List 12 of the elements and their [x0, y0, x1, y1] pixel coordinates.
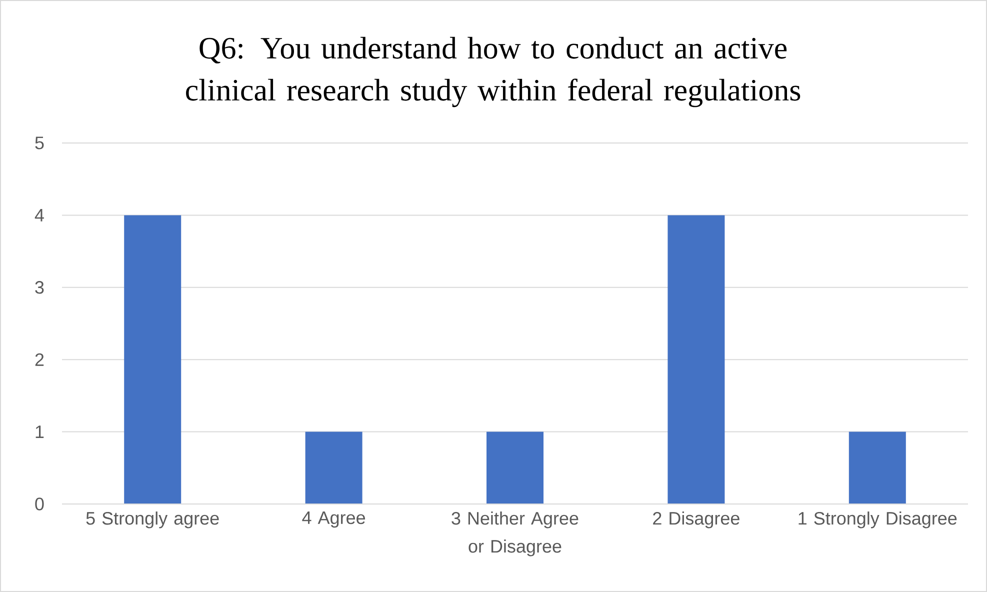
y-tick-label: 1	[36, 426, 44, 438]
y-tick-label: 0	[35, 498, 44, 510]
x-tick-label: 4 Agree	[302, 512, 366, 528]
y-tick-label: 3	[35, 281, 44, 294]
x-tick-label: 2 Disagree	[653, 512, 740, 528]
chart-title: Q6: You understand how to conduct an active clinical research study within federal regulations	[186, 36, 800, 108]
x-tick-label: 1 Strongly Disagree	[798, 512, 957, 528]
y-tick-label: 2	[35, 353, 44, 366]
x-tick-label: 3 Neither Agree or Disagree	[452, 512, 578, 556]
y-tick-label: 4	[34, 209, 44, 222]
x-tick-label: 5 Strongly agree	[86, 512, 219, 528]
y-tick-label: 5	[35, 136, 44, 150]
